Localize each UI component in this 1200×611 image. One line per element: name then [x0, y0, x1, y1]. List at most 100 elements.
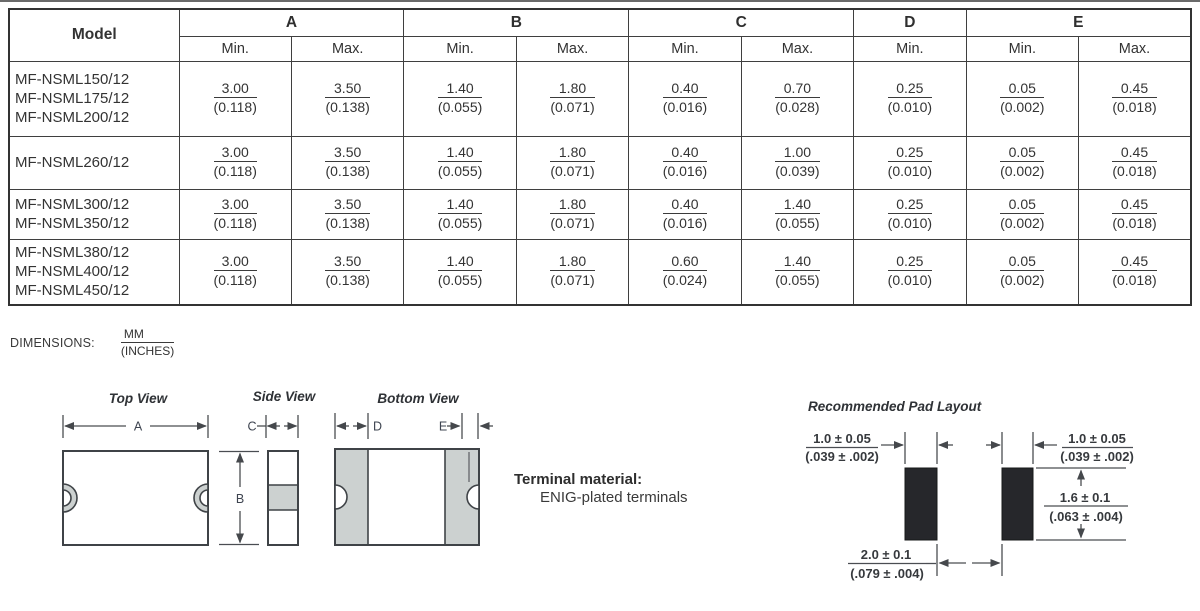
- subheader: Max.: [1078, 35, 1192, 62]
- model-cell: MF-NSML300/12 MF-NSML350/12: [8, 188, 180, 240]
- table-row: MF-NSML150/12 MF-NSML175/12 MF-NSML200/1…: [8, 60, 1192, 137]
- dim-cell: 1.40 (0.055): [740, 238, 855, 306]
- pad-height-mm: 1.6 ± 0.1: [1060, 490, 1111, 505]
- subheader: Max.: [740, 35, 855, 62]
- dim-cell: 1.40 (0.055): [403, 60, 517, 137]
- column-group-C: C: [628, 8, 855, 37]
- column-group-B: B: [403, 8, 630, 37]
- pad-right: [1001, 467, 1034, 541]
- model-column-header: Model: [8, 8, 180, 62]
- dim-cell: 1.40 (0.055): [740, 188, 855, 240]
- dim-c-label: C: [247, 420, 256, 434]
- terminal-material-note: Terminal material: ENIG-plated terminals: [514, 471, 688, 506]
- side-view-core-band: [269, 485, 297, 510]
- dim-cell: 3.00 (0.118): [178, 60, 292, 137]
- pad-gap-in: (.079 ± .004): [850, 566, 924, 581]
- dim-cell: 0.25 (0.010): [853, 188, 967, 240]
- dim-cell: 1.80 (0.071): [515, 238, 630, 306]
- subheader: Min.: [965, 35, 1080, 62]
- subheader: Max.: [515, 35, 630, 62]
- dim-cell: 0.70 (0.028): [740, 60, 855, 137]
- pad-layout-drawing: Recommended Pad Layout 1.0 ± 0.05 (.039 …: [805, 399, 1134, 581]
- pad-left-width-in: (.039 ± .002): [805, 449, 879, 464]
- table-subheader-row: Min. Max. Min. Max. Min. Max. Min. Min. …: [9, 35, 1192, 62]
- dim-cell: 3.50 (0.138): [290, 238, 405, 306]
- dim-cell: 0.25 (0.010): [853, 60, 967, 137]
- notch-right: [466, 484, 480, 510]
- pad-height-in: (.063 ± .004): [1049, 509, 1123, 524]
- pad-left-width-mm: 1.0 ± 0.05: [813, 431, 871, 446]
- dim-d-label: D: [373, 420, 382, 434]
- dim-b-label: B: [236, 492, 244, 506]
- bottom-view-drawing: Bottom View D E: [334, 391, 493, 546]
- dimensions-note: DIMENSIONS: MM (INCHES): [10, 327, 175, 358]
- dim-cell: 0.25 (0.010): [853, 135, 967, 190]
- dim-e-label: E: [439, 420, 447, 434]
- dim-cell: 3.50 (0.138): [290, 188, 405, 240]
- column-group-E: E: [965, 8, 1192, 37]
- model-cell: MF-NSML150/12 MF-NSML175/12 MF-NSML200/1…: [8, 60, 180, 137]
- dim-cell: 3.00 (0.118): [178, 135, 292, 190]
- dim-cell: 3.50 (0.138): [290, 135, 405, 190]
- dim-cell: 1.80 (0.071): [515, 135, 630, 190]
- dim-cell: 3.00 (0.118): [178, 188, 292, 240]
- castellation-right: [193, 483, 209, 513]
- top-view-title: Top View: [109, 391, 169, 406]
- bottom-view-title: Bottom View: [377, 391, 460, 406]
- model-cell: MF-NSML260/12: [8, 135, 180, 190]
- dimensions-label: DIMENSIONS:: [10, 335, 95, 350]
- dimensions-table: Model A B C D E Min. Max. Min. Max. Min.…: [8, 8, 1192, 306]
- dim-cell: 1.80 (0.071): [515, 60, 630, 137]
- pad-layout-title: Recommended Pad Layout: [808, 399, 982, 414]
- dim-cell: 0.60 (0.024): [628, 238, 742, 306]
- pad-gap-mm: 2.0 ± 0.1: [861, 547, 912, 562]
- table-row: MF-NSML260/12 3.00 (0.118) 3.50 (0.138) 1.…: [8, 135, 1192, 190]
- dim-cell: 0.40 (0.016): [628, 135, 742, 190]
- subheader: Max.: [290, 35, 405, 62]
- subheader: Min.: [178, 35, 292, 62]
- table-group-header-row: Model A B C D E: [8, 8, 1192, 62]
- dim-cell: 0.05 (0.002): [965, 188, 1080, 240]
- dim-cell: 0.25 (0.010): [853, 238, 967, 306]
- pad-right-width-in: (.039 ± .002): [1060, 449, 1134, 464]
- top-view-drawing: Top View A B: [62, 391, 259, 546]
- subheader: Min.: [628, 35, 742, 62]
- dim-cell: 3.50 (0.138): [290, 60, 405, 137]
- dim-cell: 0.05 (0.002): [965, 135, 1080, 190]
- top-rule: [0, 0, 1200, 2]
- pad-left: [904, 467, 938, 541]
- dim-cell: 0.05 (0.002): [965, 60, 1080, 137]
- dim-cell: 1.40 (0.055): [403, 188, 517, 240]
- dim-cell: 0.45 (0.018): [1078, 135, 1192, 190]
- dim-cell: 0.45 (0.018): [1078, 238, 1192, 306]
- dim-cell: 0.45 (0.018): [1078, 188, 1192, 240]
- column-group-D: D: [853, 8, 967, 37]
- pad-right-width-mm: 1.0 ± 0.05: [1068, 431, 1126, 446]
- dim-cell: 3.00 (0.118): [178, 238, 292, 306]
- subheader: Min.: [853, 35, 967, 62]
- dim-cell: 0.40 (0.016): [628, 188, 742, 240]
- model-cell: MF-NSML380/12 MF-NSML400/12 MF-NSML450/1…: [8, 238, 180, 306]
- terminal-material-label: Terminal material:: [514, 471, 642, 488]
- side-view-title: Side View: [253, 389, 317, 404]
- subheader: Min.: [403, 35, 517, 62]
- notch-left: [334, 484, 348, 510]
- dim-cell: 1.40 (0.055): [403, 135, 517, 190]
- table-row: MF-NSML380/12 MF-NSML400/12 MF-NSML450/1…: [8, 238, 1192, 306]
- dim-cell: 1.00 (0.039): [740, 135, 855, 190]
- dim-cell: 0.45 (0.018): [1078, 60, 1192, 137]
- column-group-A: A: [178, 8, 405, 37]
- mechanical-drawings: Top View A B Side View C: [62, 389, 1134, 581]
- dim-cell: 1.40 (0.055): [403, 238, 517, 306]
- terminal-material-value: ENIG-plated terminals: [540, 489, 688, 506]
- castellation-left: [62, 483, 78, 513]
- dim-cell: 1.80 (0.071): [515, 188, 630, 240]
- units-fraction: MM (INCHES): [120, 327, 175, 358]
- dim-cell: 0.40 (0.016): [628, 60, 742, 137]
- side-view-drawing: Side View C: [247, 389, 317, 546]
- top-view-body: [62, 450, 209, 546]
- dim-a-label: A: [134, 420, 143, 434]
- table-row: MF-NSML300/12 MF-NSML350/12 3.00 (0.118) …: [8, 188, 1192, 240]
- dim-cell: 0.05 (0.002): [965, 238, 1080, 306]
